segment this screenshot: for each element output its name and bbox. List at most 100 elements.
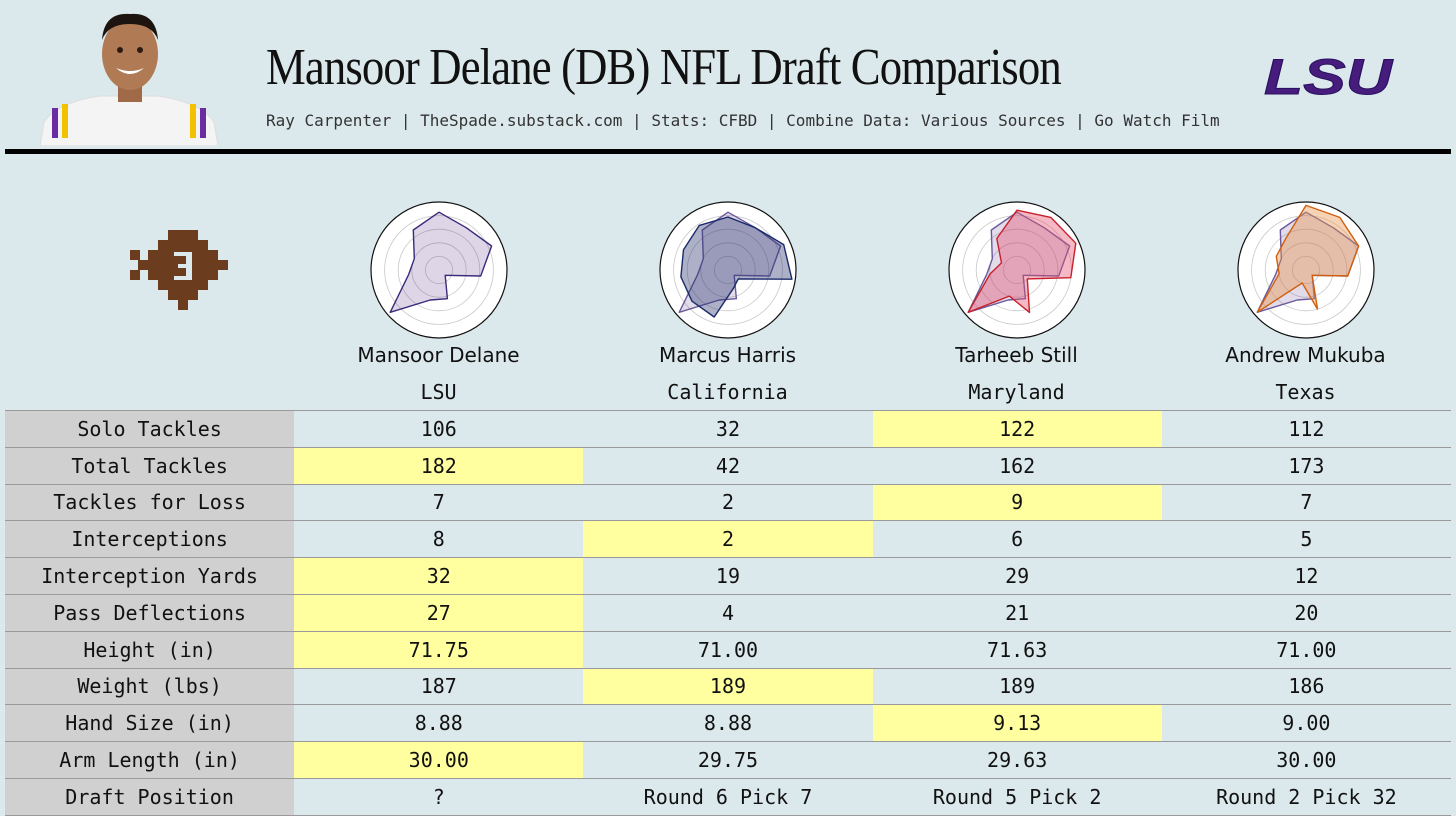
row-label: Interception Yards: [5, 557, 295, 595]
table-cell: 8: [294, 520, 584, 559]
radar-series-andrew-mukuba: [1256, 204, 1360, 314]
table-cell: 9: [872, 483, 1162, 522]
radar-gridline: [989, 242, 1045, 298]
table-cell: 106: [294, 410, 584, 448]
player-headshot: [39, 10, 219, 147]
lsu-logo: LSU: [1262, 49, 1395, 106]
radar-outer-ring: [1237, 201, 1375, 339]
svg-text:LSU: LSU: [1264, 52, 1394, 98]
radar-outer-ring: [948, 201, 1086, 339]
table-row: Pass Deflections 27 4 21 20: [5, 593, 1451, 632]
radar-gridline: [1264, 228, 1348, 312]
table-cell: 162: [872, 446, 1162, 485]
table-cell: 29: [872, 557, 1162, 595]
radar-gridline: [1003, 256, 1032, 285]
table-cell: 173: [1161, 446, 1451, 485]
radar-gridline: [686, 228, 770, 312]
radar-gridline: [1251, 215, 1361, 325]
table-cell: 8.88: [583, 704, 873, 743]
table-cell: 71.75: [294, 630, 584, 669]
table-row: Interceptions 8 2 6 5: [5, 520, 1451, 559]
row-label: Arm Length (in): [5, 741, 295, 779]
player-name: Mansoor Delane: [357, 343, 520, 367]
radar-chart-mukuba: [1237, 201, 1375, 339]
player-name: Tarheeb Still: [955, 343, 1078, 367]
table-cell: 7: [1161, 483, 1451, 522]
table-cell: 29.63: [872, 741, 1162, 779]
row-label: Weight (lbs): [5, 667, 295, 706]
radar-gridline: [673, 215, 783, 325]
radar-series-mansoor-delane: [389, 211, 493, 314]
table-cell: 7: [294, 483, 584, 522]
radar-series-mansoor-delane: [1256, 211, 1360, 314]
table-row: Interception Yards 32 19 29 12: [5, 557, 1451, 595]
radar-outer-ring: [370, 201, 508, 339]
table-row: Solo Tackles 106 32 122 112: [5, 410, 1451, 448]
row-label: Draft Position: [5, 777, 295, 816]
radar-series-marcus-harris: [680, 216, 793, 318]
player-name: Andrew Mukuba: [1225, 343, 1386, 367]
table-cell: 182: [294, 446, 584, 485]
table-cell: 187: [294, 667, 584, 706]
table-cell: 71.00: [583, 630, 873, 669]
radar-gridline: [975, 228, 1059, 312]
table-cell: 112: [1161, 410, 1451, 448]
table-cell: 29.75: [583, 741, 873, 779]
radar-series-tarheeb-still: [967, 209, 1077, 314]
row-label: Solo Tackles: [5, 410, 295, 448]
header-divider: [5, 149, 1451, 154]
table-cell: 71.63: [872, 630, 1162, 669]
player-school: LSU: [420, 380, 457, 404]
radar-gridline: [714, 256, 743, 285]
table-row: Tackles for Loss 7 2 9 7: [5, 483, 1451, 522]
radar-series-mansoor-delane: [678, 211, 782, 314]
table-cell: 189: [583, 667, 873, 706]
table-row: Total Tackles 182 42 162 173: [5, 446, 1451, 485]
player-name: Marcus Harris: [658, 343, 797, 367]
player-school: Texas: [1275, 380, 1336, 404]
row-label: Tackles for Loss: [5, 483, 295, 522]
table-cell: 27: [294, 593, 584, 632]
table-cell: 32: [583, 410, 873, 448]
table-cell: 12: [1161, 557, 1451, 595]
table-cell: 20: [1161, 593, 1451, 632]
table-cell: 9.13: [872, 704, 1162, 743]
row-label: Height (in): [5, 630, 295, 669]
table-cell: 19: [583, 557, 873, 595]
subtitle-credits: Ray Carpenter | TheSpade.substack.com | …: [266, 111, 1220, 130]
radar-gridline: [384, 215, 494, 325]
row-label: Interceptions: [5, 520, 295, 559]
table-cell: 21: [872, 593, 1162, 632]
player-school: Maryland: [968, 380, 1065, 404]
stats-table: Solo Tackles 106 32 122 112 Total Tackles 182 4…: [5, 410, 1451, 816]
player-school: California: [667, 380, 788, 404]
table-cell: 186: [1161, 667, 1451, 706]
radar-gridline: [411, 242, 467, 298]
table-cell: 2: [583, 483, 873, 522]
page-title: Mansoor Delane (DB) NFL Draft Comparison: [266, 39, 1062, 96]
row-label: Hand Size (in): [5, 704, 295, 743]
table-cell: 4: [583, 593, 873, 632]
radar-outer-ring: [659, 201, 797, 339]
table-row: Arm Length (in) 30.00 29.75 29.63 30.00: [5, 741, 1451, 779]
table-cell: 8.88: [294, 704, 584, 743]
table-cell: 32: [294, 557, 584, 595]
table-cell: 9.00: [1161, 704, 1451, 743]
table-cell: 30.00: [294, 741, 584, 779]
table-cell: 6: [872, 520, 1162, 559]
radar-chart-delane: [370, 201, 508, 339]
radar-chart-harris: [659, 201, 797, 339]
row-label: Total Tackles: [5, 446, 295, 485]
radar-gridline: [1292, 256, 1321, 285]
table-cell: 71.00: [1161, 630, 1451, 669]
table-cell: 189: [872, 667, 1162, 706]
table-cell: 42: [583, 446, 873, 485]
table-row: Height (in) 71.75 71.00 71.63 71.00: [5, 630, 1451, 669]
table-cell: 5: [1161, 520, 1451, 559]
table-row: Weight (lbs) 187 189 189 186: [5, 667, 1451, 706]
radar-chart-still: [948, 201, 1086, 339]
row-label: Pass Deflections: [5, 593, 295, 632]
radar-series-mansoor-delane: [967, 211, 1071, 314]
table-row: Hand Size (in) 8.88 8.88 9.13 9.00: [5, 704, 1451, 743]
radar-gridline: [425, 256, 454, 285]
